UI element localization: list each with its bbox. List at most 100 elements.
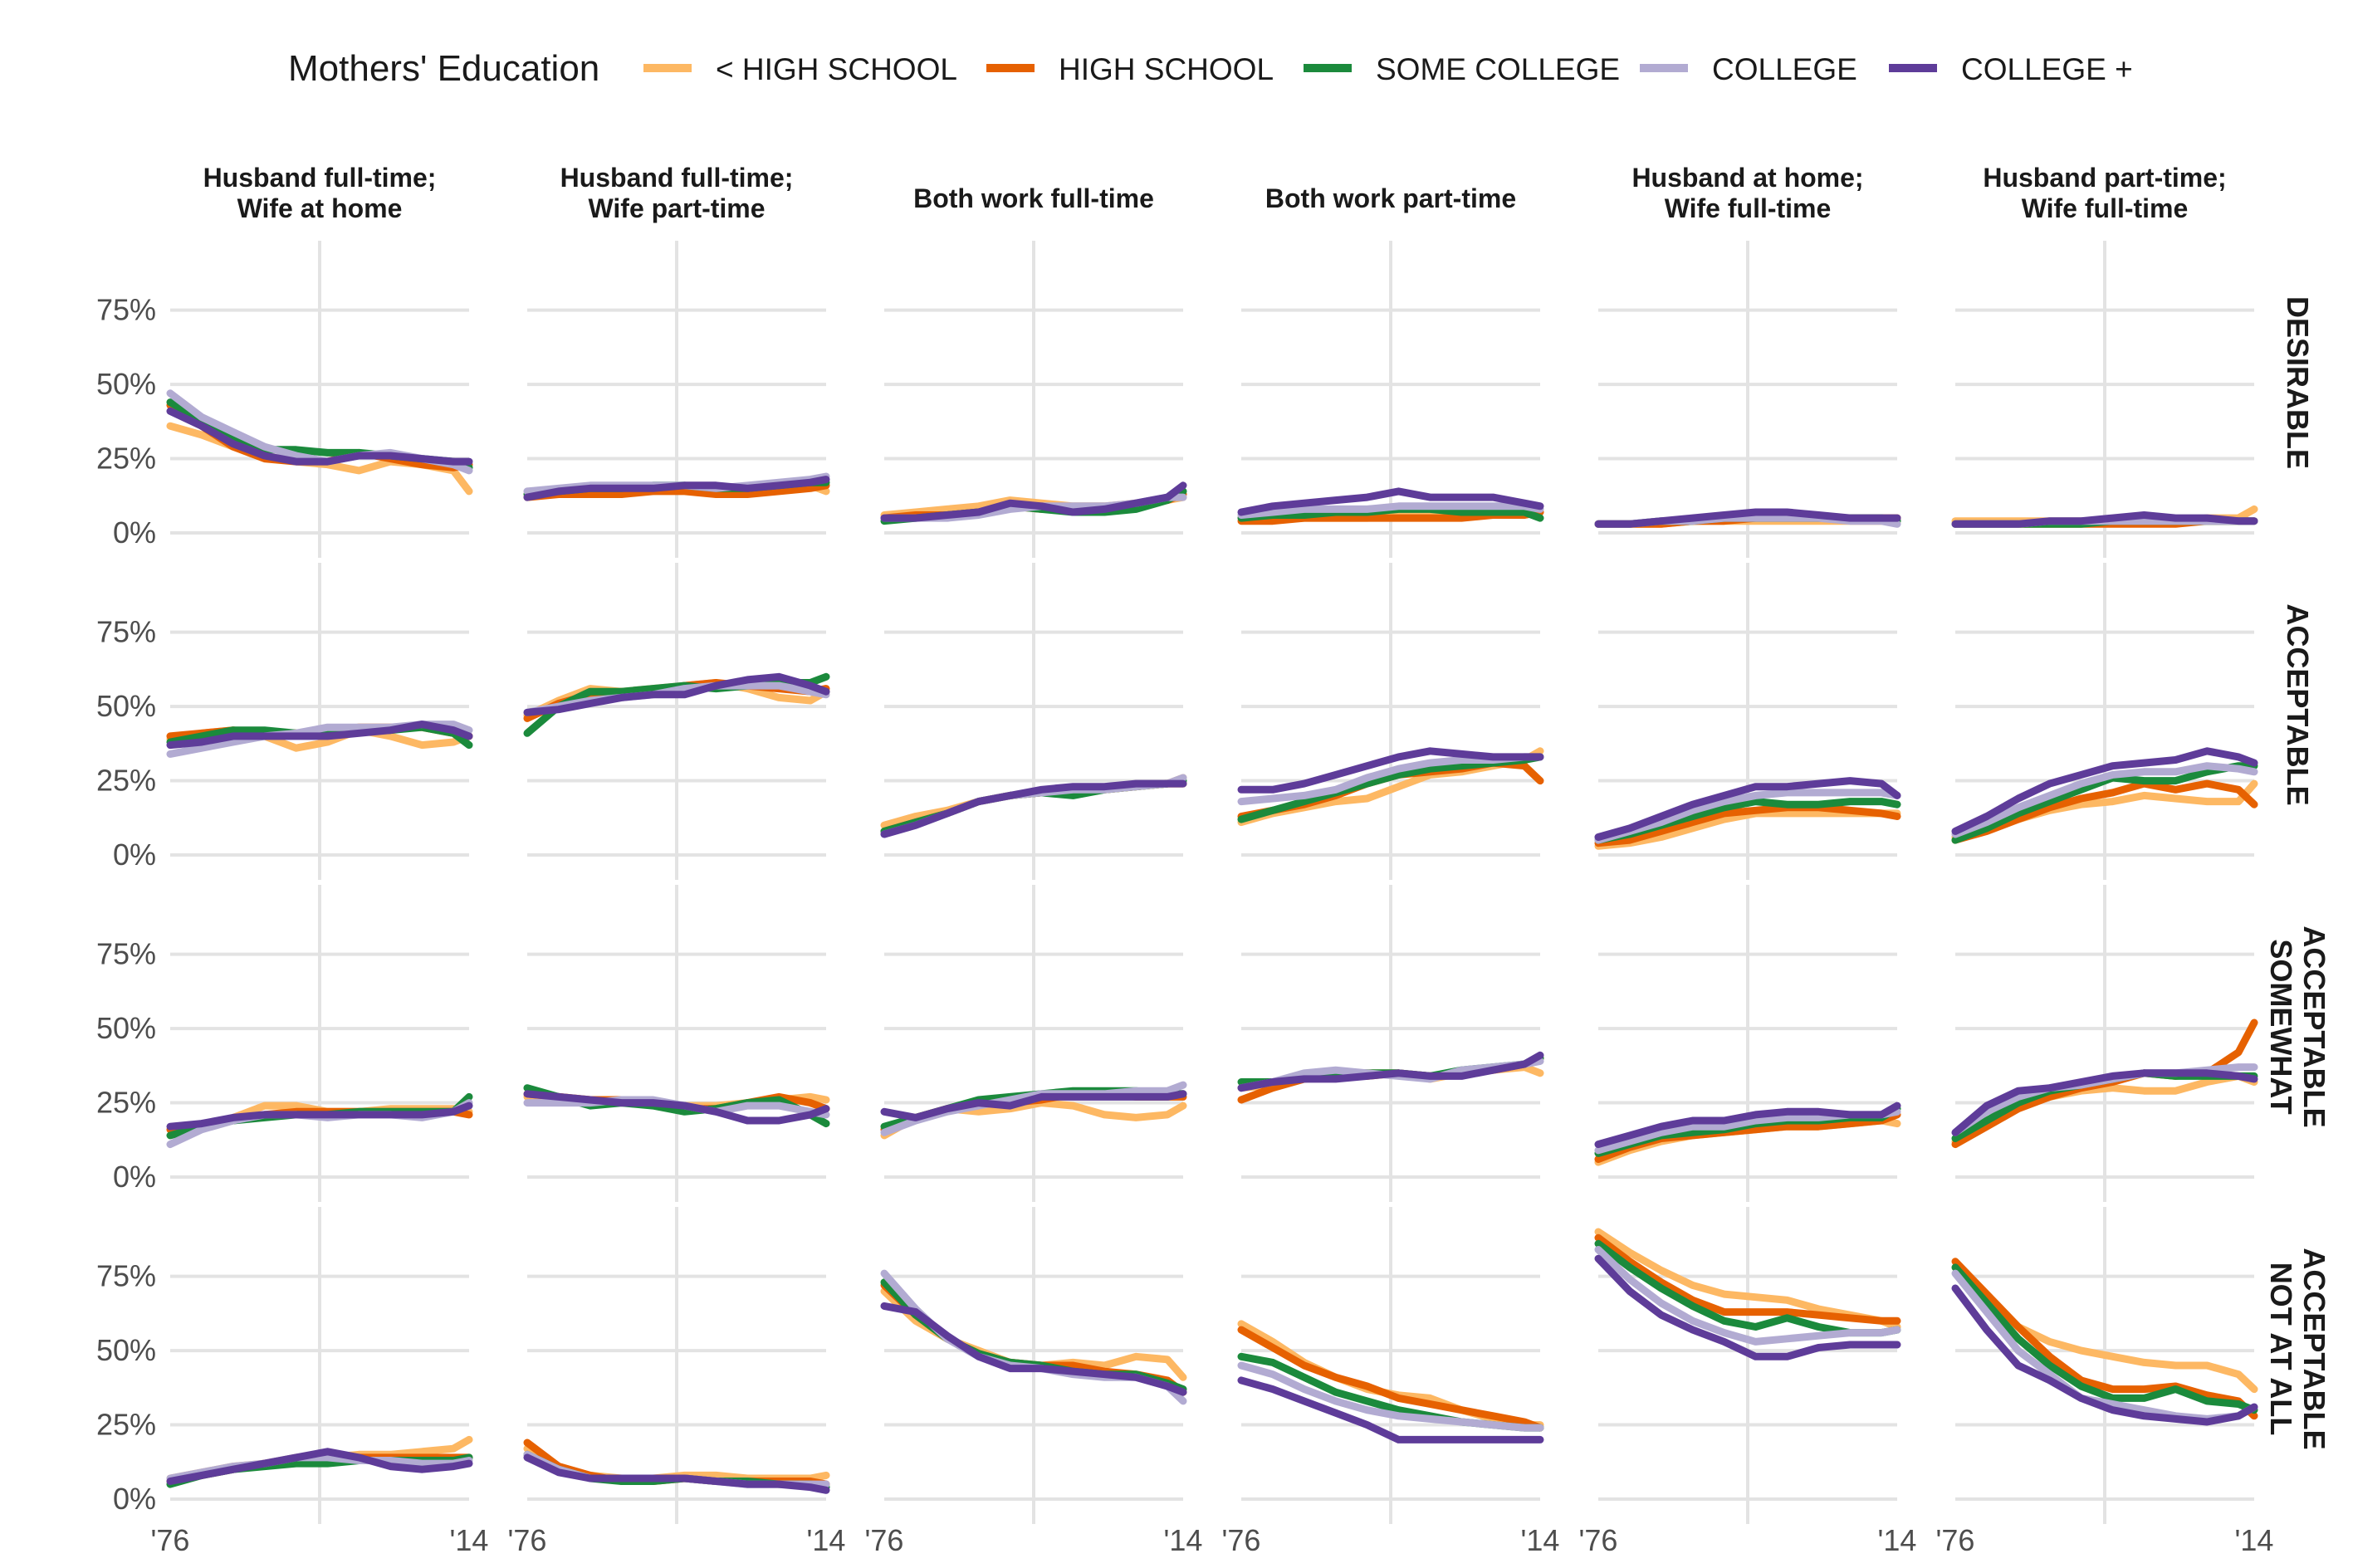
y-tick-label: 0% <box>113 838 156 872</box>
series-line-high-school <box>523 481 830 501</box>
legend: Mothers' Education < HIGH SCHOOL HIGH SCH… <box>288 48 2133 89</box>
series-line-college <box>880 1090 1187 1121</box>
y-tick-label: 25% <box>96 442 156 476</box>
row-header-acceptable: ACCEPTABLE <box>2281 603 2315 805</box>
y-tick-label: 0% <box>113 515 156 550</box>
y-tick-label: 0% <box>113 1160 156 1194</box>
panel-not-at-all-acceptable-husband-full-time-wife-part-time <box>523 1207 830 1524</box>
y-tick-label: 25% <box>96 1408 156 1442</box>
row-header-text: DESIRABLE <box>2281 296 2315 469</box>
x-tick-label: '76 <box>865 1523 904 1557</box>
series-line-college <box>880 1302 1187 1396</box>
series-line-college <box>1951 511 2258 528</box>
panel-desirable-husband-part-time-wife-full-time <box>1951 241 2258 558</box>
series-line-college <box>1237 1051 1544 1092</box>
series-line-college <box>166 1448 473 1485</box>
row-header-desirable: DESIRABLE <box>2281 296 2315 469</box>
panel-somewhat-acceptable-both-work-full-time <box>880 885 1187 1202</box>
y-tick-label: 50% <box>96 367 156 401</box>
y-tick-label: 25% <box>96 1086 156 1120</box>
series-line-college <box>1594 508 1901 528</box>
x-tick-label: '76 <box>1579 1523 1618 1557</box>
panel-desirable-husband-full-time-wife-at-home <box>166 241 473 558</box>
legend-item-college: COLLEGE <box>1640 52 1857 86</box>
series-line-college <box>1951 1069 2258 1136</box>
series-line-college <box>523 476 830 501</box>
x-tick-label: '14 <box>1164 1523 1203 1557</box>
legend-label: HIGH SCHOOL <box>1059 52 1274 86</box>
panel-somewhat-acceptable-both-work-part-time <box>1237 885 1544 1202</box>
y-tick-label: 75% <box>96 1259 156 1293</box>
y-tick-label: 25% <box>96 764 156 798</box>
legend-label: SOME COLLEGE <box>1376 52 1620 86</box>
series-line-college <box>880 481 1187 522</box>
y-tick-label: 50% <box>96 1011 156 1045</box>
panel-not-at-all-acceptable-husband-part-time-wife-full-time <box>1951 1207 2258 1524</box>
panel-acceptable-both-work-full-time <box>880 563 1187 880</box>
panel-acceptable-husband-full-time-wife-at-home <box>166 563 473 880</box>
series-line-some-college <box>1951 1263 2258 1414</box>
series-line-college <box>523 672 830 716</box>
y-tick-label: 75% <box>96 293 156 327</box>
row-header-text: ACCEPTABLE <box>2281 603 2315 805</box>
facet-header-husband-full-time-wife-part-time: Husband full-time; Wife part-time <box>560 163 794 223</box>
facet-header-both-work-full-time: Both work full-time <box>913 183 1154 213</box>
y-tick-label: 75% <box>96 937 156 971</box>
y-tick-label: 50% <box>96 689 156 723</box>
series-line-college <box>1594 1102 1901 1149</box>
series-line-college <box>1237 747 1544 794</box>
facet-header-husband-at-home-wife-full-time: Husband at home; Wife full-time <box>1631 163 1863 223</box>
series-line-college <box>1237 487 1544 516</box>
legend-label: COLLEGE + <box>1961 52 2133 86</box>
panel-acceptable-husband-part-time-wife-full-time <box>1951 563 2258 880</box>
x-tick-label: '14 <box>2235 1523 2274 1557</box>
x-tick-label: '76 <box>508 1523 547 1557</box>
row-header-not-at-all-acceptable: NOT AT ALLACCEPTABLE <box>2264 1248 2331 1449</box>
y-tick-label: 0% <box>113 1482 156 1516</box>
panel-desirable-both-work-part-time <box>1237 241 1544 558</box>
series-line-high-school <box>1951 1258 2258 1420</box>
series-line-college <box>166 1102 473 1131</box>
legend-label: COLLEGE <box>1712 52 1857 86</box>
legend-item-college: COLLEGE + <box>1889 52 2133 86</box>
series-line-college <box>523 1453 830 1494</box>
legend-label: < HIGH SCHOOL <box>716 52 957 86</box>
row-header-somewhat-acceptable: SOMEWHATACCEPTABLE <box>2264 926 2331 1127</box>
panel-not-at-all-acceptable-both-work-part-time <box>1237 1207 1544 1524</box>
legend-item-high-school: < HIGH SCHOOL <box>643 52 957 86</box>
series-line-college <box>1594 789 1901 844</box>
series-line-college <box>1594 777 1901 841</box>
panel-acceptable-husband-full-time-wife-part-time <box>523 563 830 880</box>
series-line-high-school <box>1594 804 1901 848</box>
panel-grid: Husband full-time; Wife at home Husband fu… <box>96 163 2331 1557</box>
series-line-college <box>1237 1376 1544 1443</box>
row-header-text: NOT AT ALLACCEPTABLE <box>2264 1248 2331 1449</box>
series-line-high-school <box>1237 1326 1544 1432</box>
y-tick-label: 75% <box>96 615 156 649</box>
panel-acceptable-both-work-part-time <box>1237 563 1544 880</box>
x-tick-label: '76 <box>151 1523 190 1557</box>
facet-header-husband-part-time-wife-full-time: Husband part-time; Wife full-time <box>1983 163 2226 223</box>
series-line-high-school <box>1594 1233 1901 1325</box>
legend-title: Mothers' Education <box>288 48 599 89</box>
series-line-college <box>166 407 473 466</box>
series-line-college <box>1237 1361 1544 1432</box>
series-line-college <box>1594 1254 1901 1360</box>
series-line-college <box>1951 1284 2258 1426</box>
panel-somewhat-acceptable-husband-full-time-wife-part-time <box>523 885 830 1202</box>
panel-somewhat-acceptable-husband-part-time-wife-full-time <box>1951 885 2258 1202</box>
series-line-college <box>166 720 473 750</box>
legend-item-high-school: HIGH SCHOOL <box>986 52 1274 86</box>
y-tick-label: 50% <box>96 1333 156 1367</box>
x-tick-label: '14 <box>1521 1523 1560 1557</box>
facet-header-husband-full-time-wife-at-home: Husband full-time; Wife at home <box>203 163 437 223</box>
series-line-college <box>1951 747 2258 835</box>
series-line-college <box>523 1090 830 1125</box>
x-tick-label: '14 <box>450 1523 489 1557</box>
panel-desirable-husband-at-home-wife-full-time <box>1594 241 1901 558</box>
series-line-college <box>880 779 1187 838</box>
panel-not-at-all-acceptable-both-work-full-time <box>880 1207 1187 1524</box>
row-header-text: SOMEWHATACCEPTABLE <box>2264 926 2331 1127</box>
x-tick-label: '76 <box>1936 1523 1975 1557</box>
